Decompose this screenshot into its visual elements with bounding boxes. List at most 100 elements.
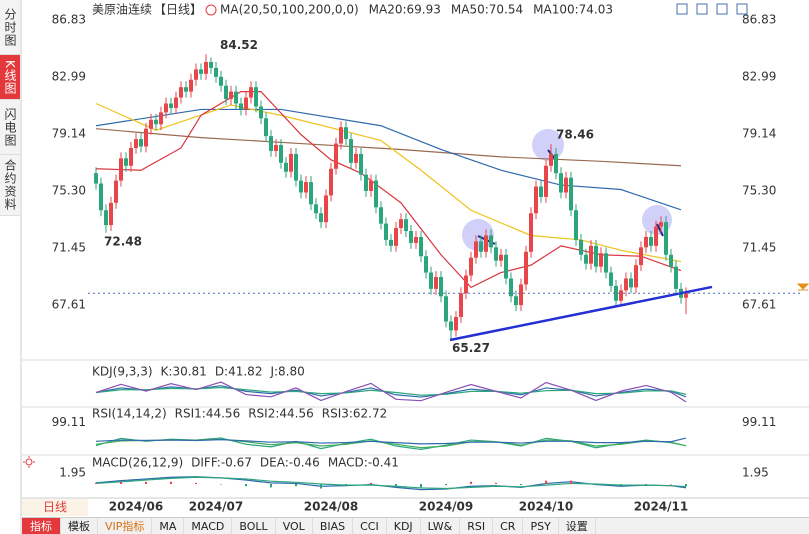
macd-bar	[685, 484, 687, 487]
y-tick-label: 67.61	[52, 298, 86, 312]
macd-bar	[295, 484, 297, 487]
candle-body	[434, 276, 438, 289]
macd-bar	[670, 484, 672, 485]
period-button[interactable]: 日线	[22, 499, 88, 516]
candle-body	[354, 153, 358, 163]
candle-body	[334, 143, 338, 169]
candle-body	[204, 61, 208, 74]
macd-bar	[370, 482, 372, 484]
legend-label: MACD(26,12,9)	[92, 456, 183, 470]
macd-bar	[570, 480, 572, 484]
candle-body	[194, 69, 198, 80]
candle-body	[129, 147, 133, 166]
candle-body	[569, 177, 573, 211]
macd-bar	[270, 484, 272, 488]
candle-body	[629, 278, 633, 288]
legend-label: RSI3:62.72	[322, 407, 388, 421]
candle-body	[304, 182, 308, 193]
line	[95, 386, 687, 396]
icon[interactable]	[716, 3, 728, 15]
legend-label: 【日线】	[154, 3, 202, 17]
candle-body	[674, 266, 678, 289]
candle-body	[459, 293, 463, 318]
y-tick-label: 71.45	[742, 241, 776, 255]
y-tick-label: 75.30	[742, 183, 776, 197]
toolbar-tab[interactable]: VOL	[276, 518, 313, 534]
sidebar-tab[interactable]: K线图	[0, 55, 20, 100]
toolbar-tab[interactable]: BIAS	[313, 518, 354, 534]
sidebar-tab[interactable]: 分时图	[0, 0, 20, 55]
macd-bar	[545, 480, 547, 484]
candle-body	[439, 276, 443, 297]
candle-body	[184, 87, 188, 92]
candle-body	[104, 210, 108, 226]
candle-body	[324, 195, 328, 223]
toolbar-tab[interactable]: CR	[493, 518, 524, 534]
macd-bar	[345, 484, 347, 486]
candle-body	[219, 76, 223, 86]
candle-body	[419, 236, 423, 257]
candle-body	[564, 177, 568, 193]
toolbar-tab[interactable]: 模板	[61, 518, 98, 534]
toolbar-tab[interactable]: VIP指标	[98, 518, 153, 534]
candle-body	[574, 210, 578, 240]
y-tick-label: 86.83	[52, 13, 86, 27]
icon[interactable]	[696, 3, 708, 15]
candle-body	[109, 202, 113, 226]
candle-body	[474, 241, 478, 258]
icon[interactable]	[736, 3, 748, 15]
candle-body	[559, 173, 563, 193]
toolbar-tab[interactable]: KDJ	[387, 518, 421, 534]
candle-body	[669, 254, 673, 267]
candle-body	[484, 235, 488, 252]
candle-body	[529, 213, 533, 252]
legend-label: DIFF:-0.67	[191, 456, 252, 470]
extreme-label: 84.52	[220, 38, 258, 52]
candle-body	[114, 180, 118, 203]
toolbar-tab[interactable]: MA	[152, 518, 185, 534]
legend-label: K:30.81	[161, 365, 207, 379]
toolbar-tab[interactable]: 设置	[559, 518, 596, 534]
macd-bar	[95, 482, 97, 484]
legend-label: RSI1:44.56	[175, 407, 241, 421]
sidebar-tab[interactable]: 合约资料	[0, 155, 20, 216]
y-tick-label: 79.14	[742, 127, 776, 141]
icon[interactable]	[676, 3, 688, 15]
candle-body	[594, 245, 598, 267]
toolbar-tab[interactable]: MACD	[184, 518, 233, 534]
macd-bar	[620, 484, 622, 487]
macd-bar	[645, 484, 647, 485]
toolbar-tab[interactable]: 指标	[22, 518, 61, 534]
legend-label: MA20:69.93	[369, 3, 441, 17]
candle-body	[409, 231, 413, 243]
candle-body	[384, 223, 388, 240]
toolbar-tab[interactable]: LW&	[421, 518, 461, 534]
y-tick-label: 99.11	[52, 415, 86, 429]
candle-body	[294, 153, 298, 181]
candle-body	[514, 296, 518, 306]
macd-bar	[245, 484, 247, 487]
candle-body	[414, 236, 418, 243]
toolbar-tab[interactable]: PSY	[523, 518, 559, 534]
sidebar-tab[interactable]: 闪电图	[0, 100, 20, 155]
toolbar-tab[interactable]: RSI	[460, 518, 494, 534]
candle-body	[399, 219, 403, 229]
extreme-label: 65.27	[452, 341, 490, 355]
toolbar-tab[interactable]: CCI	[353, 518, 387, 534]
candle-body	[344, 127, 348, 140]
line	[95, 108, 682, 211]
legend-label: RSI2:44.56	[248, 407, 314, 421]
macd-bar	[220, 484, 222, 485]
macd-bar	[320, 484, 322, 489]
legend-label: MA50:70.54	[451, 3, 523, 17]
line	[95, 102, 682, 263]
candle-body	[289, 153, 293, 172]
candle-body	[159, 112, 163, 125]
candle-body	[449, 321, 453, 331]
candle-body	[664, 222, 668, 255]
extreme-label: 72.48	[104, 234, 142, 248]
candle-body	[379, 207, 383, 224]
toolbar-tab[interactable]: BOLL	[232, 518, 276, 534]
sun-icon	[23, 456, 35, 468]
